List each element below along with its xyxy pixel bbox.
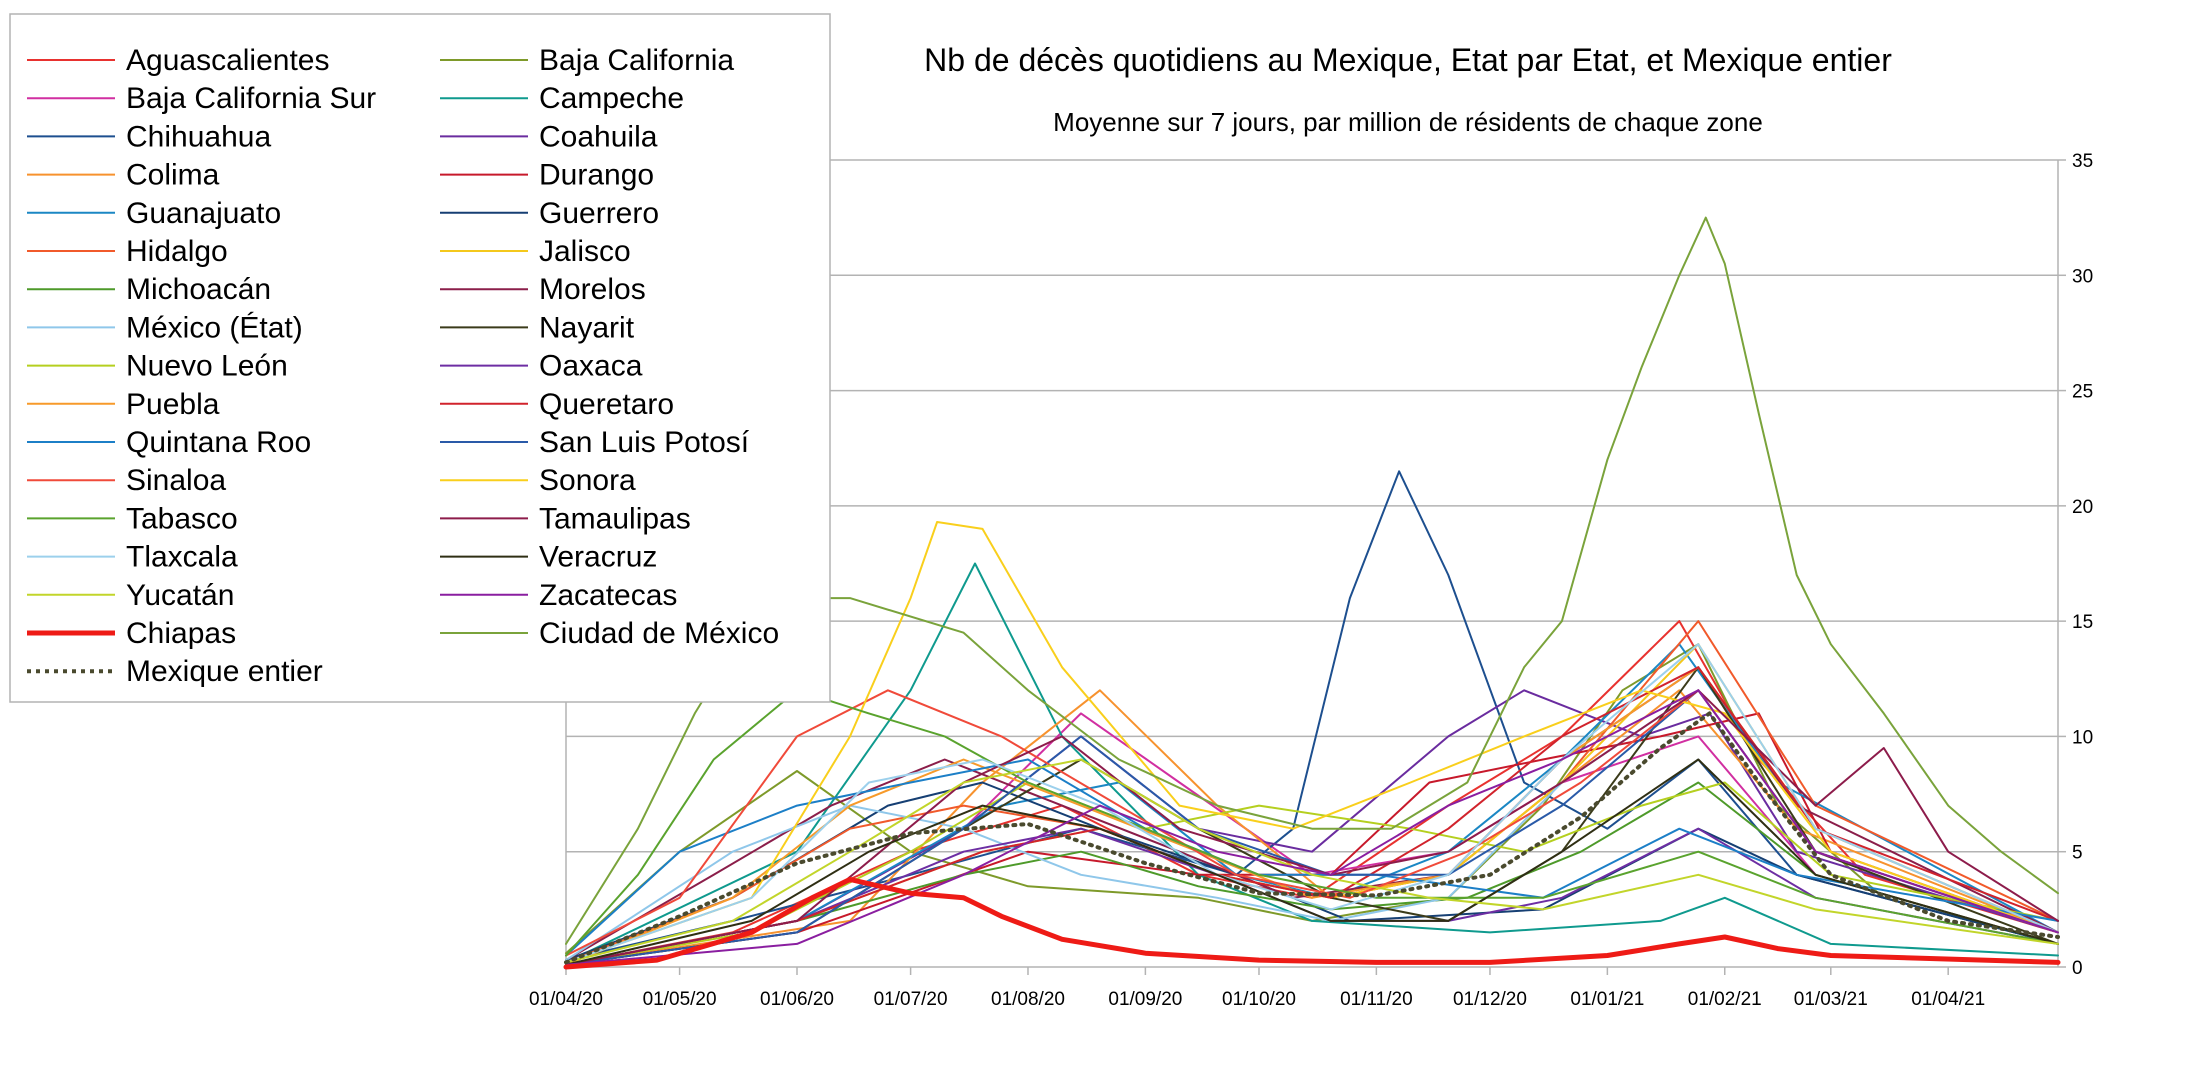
chart-title: Nb de décès quotidiens au Mexique, Etat … [924, 42, 1892, 78]
legend: Aguascalientes Baja California Baja Califo… [9, 13, 831, 703]
x-tick-label: 01/06/20 [760, 989, 834, 1010]
legend-label: Colima [126, 159, 220, 192]
x-tick-label: 01/03/21 [1794, 989, 1868, 1010]
legend-label: Tabasco [126, 502, 238, 535]
legend-box [9, 13, 831, 703]
legend-label: Tamaulipas [539, 502, 691, 535]
legend-label: Michoacán [126, 273, 271, 306]
legend-label: Veracruz [539, 541, 657, 574]
y-tick-label: 5 [2072, 843, 2083, 864]
legend-label: Queretaro [539, 388, 674, 421]
x-tick-label: 01/12/20 [1453, 989, 1527, 1010]
series-line [563, 876, 2061, 970]
y-tick-label: 10 [2072, 727, 2093, 748]
x-tick-label: 01/09/20 [1108, 989, 1182, 1010]
y-tick-label: 20 [2072, 497, 2093, 518]
tick-labels: 0 5 10 15 20 25 30 35 01/04/20 01/05/20 01/06/20 01… [529, 151, 2093, 1010]
series-line [565, 781, 2059, 966]
legend-label: Durango [539, 159, 654, 192]
series-line [565, 689, 2059, 966]
legend-label: Tlaxcala [126, 541, 238, 574]
series-line [565, 758, 2059, 964]
legend-label: Sonora [539, 464, 636, 497]
series-lines [563, 216, 2061, 970]
x-tick-label: 01/08/20 [991, 989, 1065, 1010]
legend-label: Zacatecas [539, 579, 677, 612]
legend-label: México (État) [126, 311, 303, 344]
legend-label: Campeche [539, 82, 684, 115]
x-tick-label: 01/02/21 [1688, 989, 1762, 1010]
series-line [565, 666, 2059, 966]
x-tick-label: 01/04/21 [1911, 989, 1985, 1010]
legend-label: Guerrero [539, 197, 659, 230]
x-tick-label: 01/05/20 [643, 989, 717, 1010]
legend-label: Baja California Sur [126, 82, 376, 115]
legend-label: Coahuila [539, 120, 658, 153]
legend-label: Chihuahua [126, 120, 271, 153]
x-tick-label: 01/01/21 [1570, 989, 1644, 1010]
chart-subtitle: Moyenne sur 7 jours, par million de rési… [1053, 107, 1763, 137]
legend-label: Sinaloa [126, 464, 226, 497]
legend-label: Chiapas [126, 617, 236, 650]
legend-label: Aguascalientes [126, 44, 329, 77]
legend-label: Puebla [126, 388, 220, 421]
x-tick-label: 01/10/20 [1222, 989, 1296, 1010]
legend-label: Baja California [539, 44, 734, 77]
series-line [565, 758, 2059, 966]
legend-label: Jalisco [539, 235, 631, 268]
series-line [565, 562, 2059, 964]
series-line [565, 643, 2059, 955]
legend-label: Ciudad de México [539, 617, 779, 650]
series-line [565, 521, 2059, 964]
y-tick-label: 30 [2072, 266, 2093, 287]
legend-label: Hidalgo [126, 235, 228, 268]
legend-label: Mexique entier [126, 655, 323, 688]
legend-label: Morelos [539, 273, 646, 306]
legend-label: Guanajuato [126, 197, 281, 230]
series-line [564, 711, 2060, 965]
y-tick-label: 35 [2072, 151, 2093, 172]
legend-label: Nuevo León [126, 350, 288, 383]
legend-label: Nayarit [539, 311, 635, 344]
y-tick-label: 25 [2072, 382, 2093, 403]
x-tick-label: 01/07/20 [874, 989, 948, 1010]
legend-label: Oaxaca [539, 350, 643, 383]
y-tick-label: 0 [2072, 958, 2083, 979]
x-tick-label: 01/11/20 [1340, 989, 1413, 1010]
legend-label: Yucatán [126, 579, 234, 612]
y-tick-label: 15 [2072, 612, 2093, 633]
legend-label: Quintana Roo [126, 426, 311, 459]
legend-label: San Luis Potosí [539, 426, 750, 459]
x-tick-label: 01/04/20 [529, 989, 603, 1010]
series-line [565, 689, 2059, 957]
